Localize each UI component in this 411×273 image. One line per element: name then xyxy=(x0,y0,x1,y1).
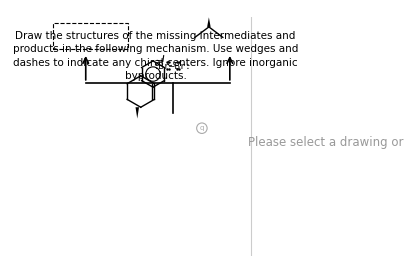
Polygon shape xyxy=(136,107,139,118)
Text: Please select a drawing or: Please select a drawing or xyxy=(248,136,404,149)
Bar xyxy=(53,23,128,49)
Text: :Br—Br:: :Br—Br: xyxy=(154,62,192,71)
Text: q: q xyxy=(200,125,204,131)
FancyArrowPatch shape xyxy=(157,55,164,61)
Text: Draw the structures of the missing intermediates and
products in the following m: Draw the structures of the missing inter… xyxy=(13,31,298,81)
Polygon shape xyxy=(207,17,210,27)
